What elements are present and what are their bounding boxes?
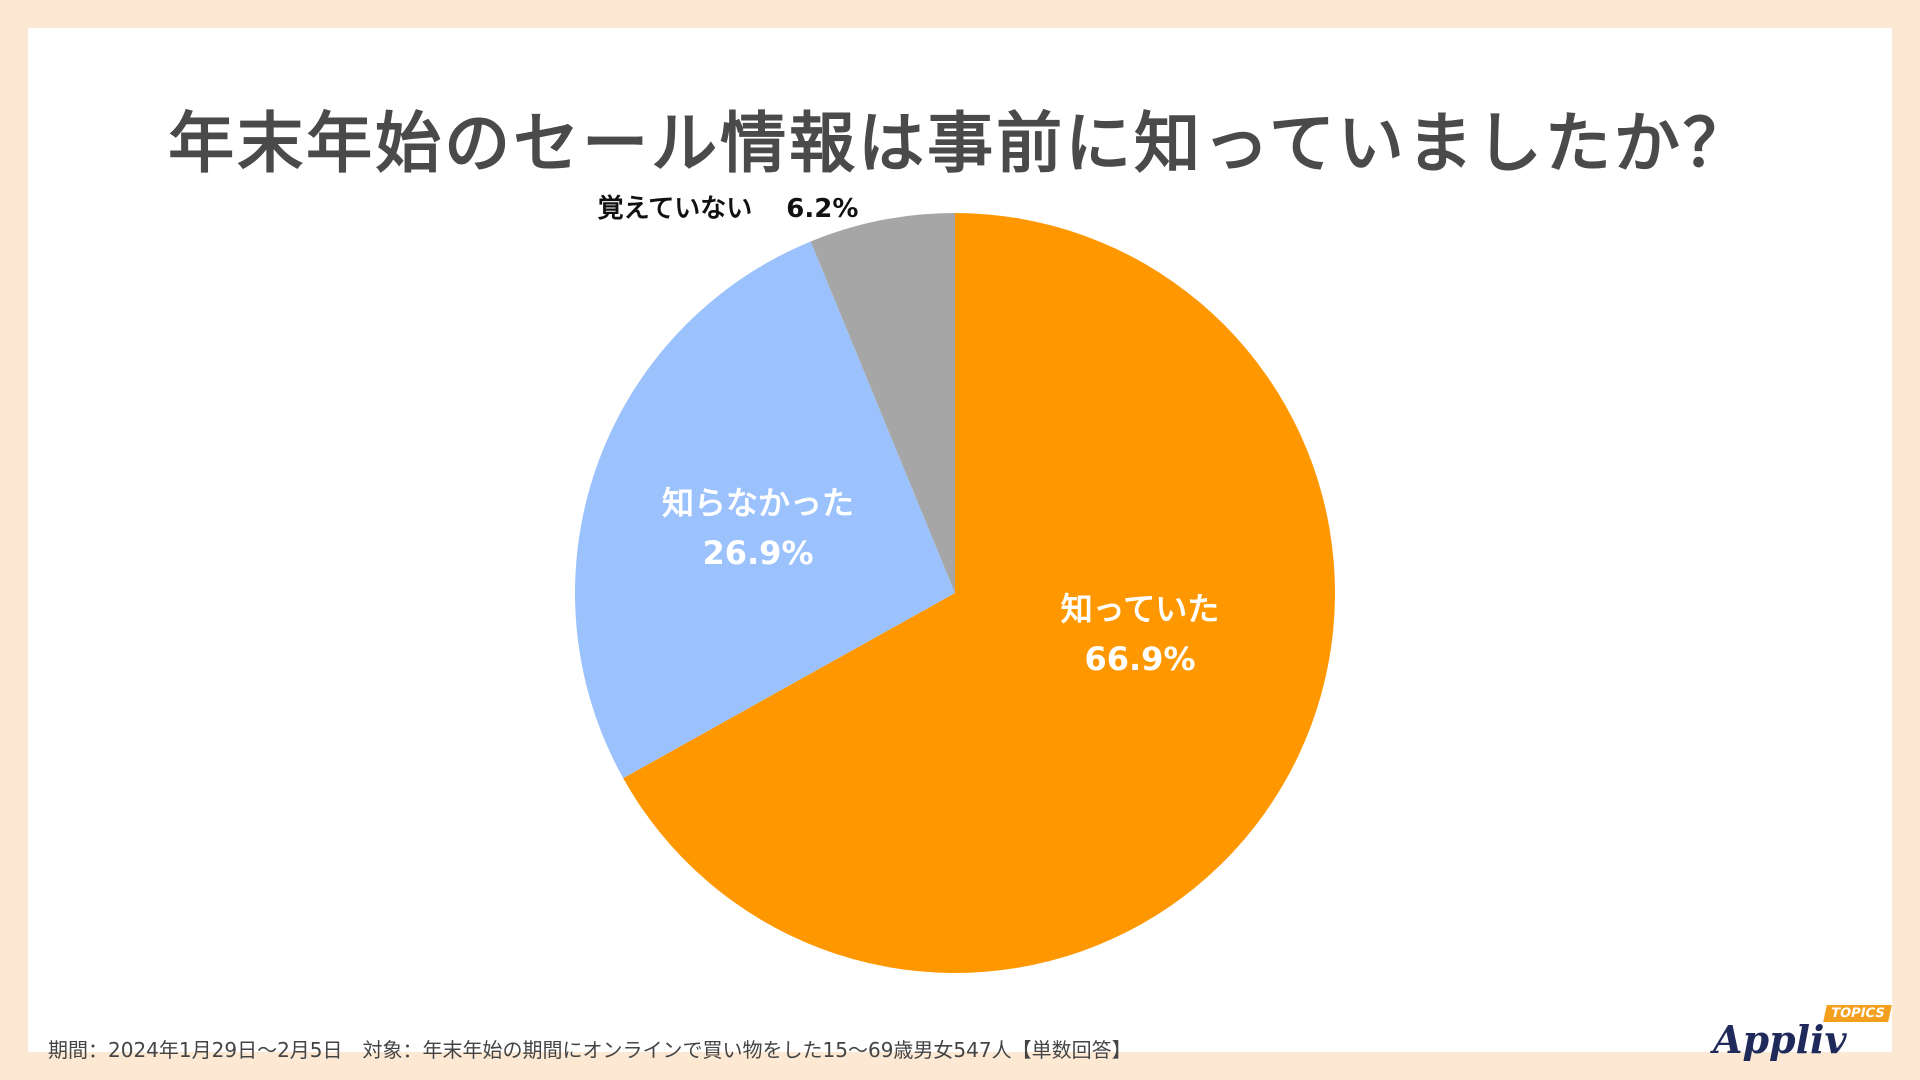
slice-label-unknown: 知らなかった [662,484,854,522]
pie-slice-known [623,213,1336,974]
pie-slice-unknown [575,241,955,779]
slice-label-not-remember-name: 覚えていない [598,194,753,224]
chart-card: 年末年始のセール情報は事前に知っていましたか？ 知っていた 66.9% 知らなか… [28,28,1893,1062]
logo-wordmark: Appliv [1713,1017,1847,1062]
pie-slice-not-remember [810,213,955,593]
slice-value-known: 66.9% [1084,640,1195,678]
logo-topics-tag: TOPICS [1823,1005,1893,1022]
slice-label-not-remember: 覚えていない 6.2% [598,194,859,224]
slice-value-unknown: 26.9% [702,534,813,572]
survey-footnote: 期間：2024年1月29日～2月5日 対象：年末年始の期間にオンラインで買い物を… [48,1038,1132,1062]
chart-title: 年末年始のセール情報は事前に知っていましたか？ [168,105,1752,182]
applivtopics-logo: Appliv TOPICS [1713,1003,1893,1063]
pie-chart: 知っていた 66.9% 知らなかった 26.9% 覚えていない 6.2% [575,194,1336,974]
slice-label-known: 知っていた [1061,590,1219,628]
slice-label-not-remember-value: 6.2% [786,194,858,224]
